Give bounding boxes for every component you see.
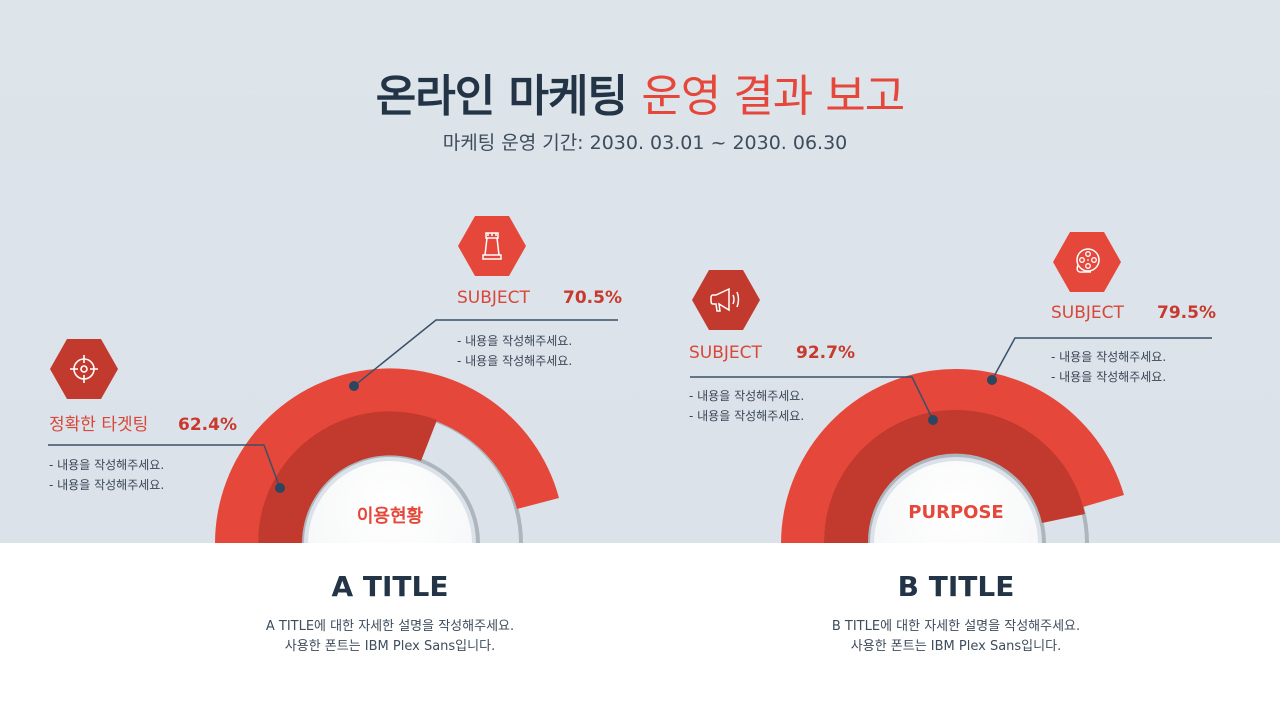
callout-name: SUBJECT <box>457 288 530 308</box>
b-desc-line-1: B TITLE에 대한 자세한 설명을 작성해주세요. <box>831 619 1081 634</box>
callout-percent: 79.5% <box>1157 303 1216 323</box>
callout-line: - 내용을 작성해주세요. <box>1051 370 1167 384</box>
callout-name: 정확한 타겟팅 <box>49 415 149 435</box>
a-desc-line-1: A TITLE에 대한 자세한 설명을 작성해주세요. <box>265 619 515 634</box>
callout-percent: 92.7% <box>796 343 855 363</box>
bottom-panel <box>0 543 1280 720</box>
gauge-b <box>690 337 1212 543</box>
gauge-a-center-label: 이용현황 <box>356 506 424 527</box>
callout-line: - 내용을 작성해주세요. <box>1051 350 1167 364</box>
callout-name: SUBJECT <box>1051 303 1124 323</box>
b-desc-line-2: 사용한 폰트는 IBM Plex Sans입니다. <box>850 639 1062 654</box>
a-desc-line-2: 사용한 폰트는 IBM Plex Sans입니다. <box>284 639 496 654</box>
callout-percent: 62.4% <box>178 415 237 435</box>
callout-percent: 70.5% <box>563 288 622 308</box>
callout-subject-b1: SUBJECT 92.7% - 내용을 작성해주세요. - 내용을 작성해주세요… <box>689 343 855 426</box>
chess-rook-icon <box>482 232 502 260</box>
b-title: B TITLE <box>897 570 1015 603</box>
a-description: A TITLE에 대한 자세한 설명을 작성해주세요. 사용한 폰트는 IBM … <box>190 617 590 657</box>
callout-line: - 내용을 작성해주세요. <box>457 354 573 368</box>
title-dark-part: 온라인 마케팅 <box>375 71 628 122</box>
film-reel-hex-badge <box>1053 232 1121 292</box>
target-icon <box>70 355 98 383</box>
megaphone-icon <box>710 287 740 312</box>
callout-line: - 내용을 작성해주세요. <box>49 458 165 472</box>
film-reel-icon <box>1076 248 1100 273</box>
callout-line: - 내용을 작성해주세요. <box>49 478 165 492</box>
page-subtitle: 마케팅 운영 기간: 2030. 03.01 ~ 2030. 06.30 <box>442 132 848 154</box>
page-title: 온라인 마케팅 운영 결과 보고 <box>0 60 1280 124</box>
callout-name: SUBJECT <box>689 343 762 363</box>
b-description: B TITLE에 대한 자세한 설명을 작성해주세요. 사용한 폰트는 IBM … <box>756 617 1156 657</box>
title-red-part: 운영 결과 보고 <box>641 71 905 122</box>
callout-line: - 내용을 작성해주세요. <box>689 409 805 423</box>
callout-line: - 내용을 작성해주세요. <box>457 334 573 348</box>
a-title: A TITLE <box>331 570 449 603</box>
callout-targeting: 정확한 타겟팅 62.4% - 내용을 작성해주세요. - 내용을 작성해주세요… <box>49 410 237 495</box>
callout-subject-a: SUBJECT 70.5% - 내용을 작성해주세요. - 내용을 작성해주세요… <box>457 288 622 371</box>
callout-line: - 내용을 작성해주세요. <box>689 389 805 403</box>
gauge-b-center-label: PURPOSE <box>908 502 1004 523</box>
callout-subject-b2: SUBJECT 79.5% - 내용을 작성해주세요. - 내용을 작성해주세요… <box>1051 303 1216 387</box>
gauge-a <box>48 319 618 543</box>
